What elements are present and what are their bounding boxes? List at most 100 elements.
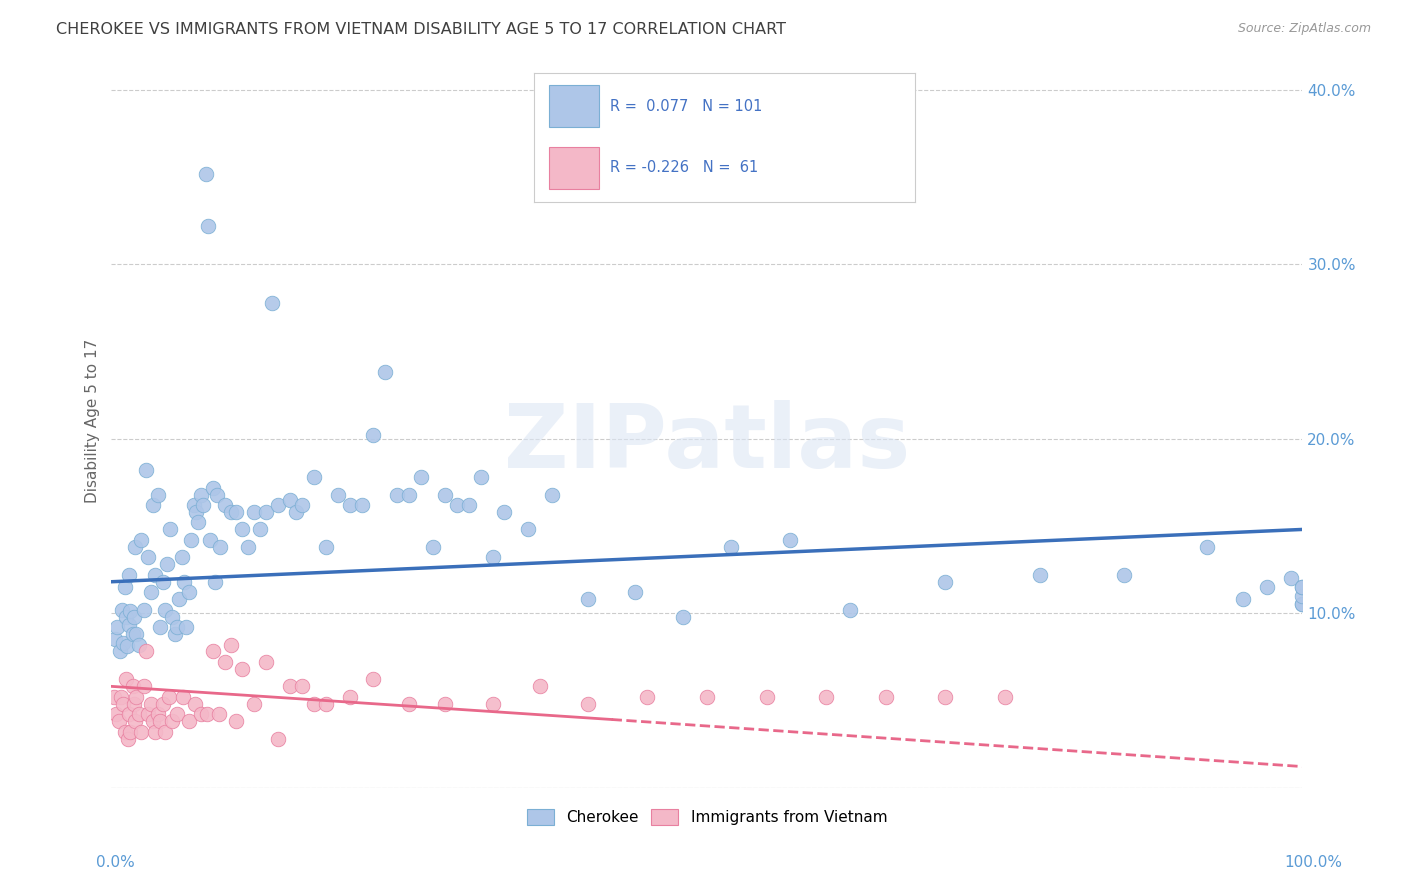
Point xyxy=(302,697,325,711)
Point xyxy=(755,690,778,704)
Point xyxy=(149,620,172,634)
Point xyxy=(238,540,260,554)
Point xyxy=(122,609,145,624)
Point xyxy=(105,707,128,722)
Point xyxy=(243,697,266,711)
Point xyxy=(231,523,253,537)
Point xyxy=(409,470,432,484)
Point xyxy=(219,505,242,519)
Point xyxy=(118,618,141,632)
Point xyxy=(146,487,169,501)
Point xyxy=(207,487,229,501)
Point xyxy=(481,697,503,711)
Point xyxy=(128,638,150,652)
Point xyxy=(243,505,266,519)
Point xyxy=(132,602,155,616)
Point xyxy=(132,679,155,693)
Point xyxy=(177,585,200,599)
Legend: Cherokee, Immigrants from Vietnam: Cherokee, Immigrants from Vietnam xyxy=(520,803,893,831)
Point xyxy=(225,714,247,729)
Point xyxy=(138,707,160,722)
Point xyxy=(118,707,141,722)
Point xyxy=(1291,589,1313,603)
Point xyxy=(125,690,148,704)
Point xyxy=(160,609,183,624)
Point xyxy=(152,574,174,589)
Point xyxy=(433,697,456,711)
Point xyxy=(124,714,146,729)
Point xyxy=(720,540,742,554)
Point xyxy=(315,540,337,554)
Point xyxy=(339,690,361,704)
Point xyxy=(152,697,174,711)
Point xyxy=(142,498,165,512)
Point xyxy=(125,627,148,641)
Point xyxy=(576,592,599,607)
Point xyxy=(145,724,167,739)
Point xyxy=(124,540,146,554)
Point xyxy=(291,498,314,512)
Point xyxy=(624,585,647,599)
Point xyxy=(1291,580,1313,594)
Point xyxy=(183,498,205,512)
Point xyxy=(153,602,176,616)
Point xyxy=(636,690,658,704)
Text: Source: ZipAtlas.com: Source: ZipAtlas.com xyxy=(1237,22,1371,36)
Text: 100.0%: 100.0% xyxy=(1285,855,1343,870)
Text: CHEROKEE VS IMMIGRANTS FROM VIETNAM DISABILITY AGE 5 TO 17 CORRELATION CHART: CHEROKEE VS IMMIGRANTS FROM VIETNAM DISA… xyxy=(56,22,786,37)
Point xyxy=(934,690,956,704)
Point xyxy=(302,470,325,484)
Point xyxy=(139,697,162,711)
Point xyxy=(262,295,284,310)
Point xyxy=(457,498,479,512)
Point xyxy=(779,533,801,547)
Point xyxy=(278,492,301,507)
Point xyxy=(214,655,236,669)
Point xyxy=(120,724,142,739)
Point xyxy=(1291,598,1313,612)
Point xyxy=(166,620,188,634)
Point xyxy=(1303,690,1326,704)
Point xyxy=(197,219,219,233)
Point xyxy=(374,366,396,380)
Point xyxy=(350,498,373,512)
Point xyxy=(194,167,217,181)
Point xyxy=(470,470,492,484)
Point xyxy=(481,550,503,565)
Point xyxy=(267,498,290,512)
Point xyxy=(875,690,897,704)
Point xyxy=(315,697,337,711)
Point xyxy=(187,516,209,530)
Point xyxy=(112,697,135,711)
Point xyxy=(121,679,143,693)
Point xyxy=(105,620,128,634)
Point xyxy=(1256,580,1278,594)
Point xyxy=(387,487,409,501)
Point xyxy=(111,602,134,616)
Point xyxy=(326,487,349,501)
Point xyxy=(128,707,150,722)
Point xyxy=(149,714,172,729)
Point xyxy=(103,690,125,704)
Point xyxy=(108,644,131,658)
Point xyxy=(135,463,157,477)
Point xyxy=(184,505,207,519)
Point xyxy=(122,697,145,711)
Point xyxy=(1232,592,1254,607)
Point xyxy=(363,673,385,687)
Point xyxy=(120,604,142,618)
Point xyxy=(422,540,444,554)
Point xyxy=(172,690,194,704)
Point xyxy=(129,724,152,739)
Point xyxy=(114,580,136,594)
Point xyxy=(169,592,191,607)
Point xyxy=(219,638,242,652)
Point xyxy=(138,550,160,565)
Point xyxy=(494,505,516,519)
Point xyxy=(160,714,183,729)
Point xyxy=(225,505,247,519)
Point xyxy=(517,523,540,537)
Point xyxy=(249,523,271,537)
Point xyxy=(114,673,136,687)
Point xyxy=(107,714,129,729)
